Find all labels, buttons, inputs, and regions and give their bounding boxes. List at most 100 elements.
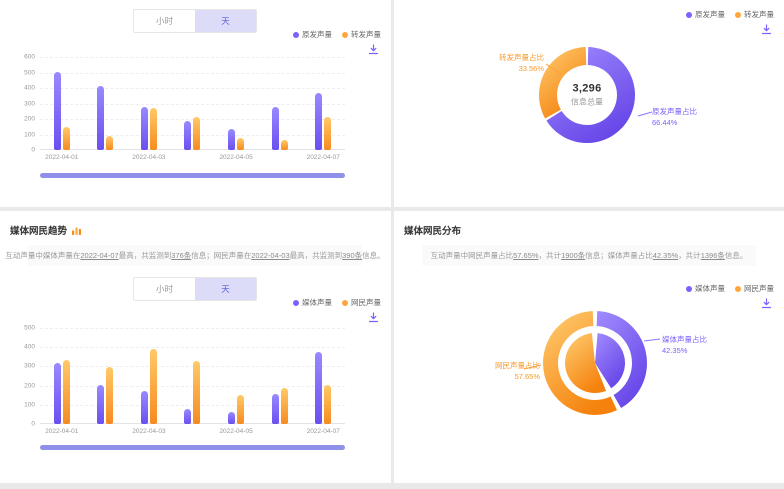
callout-title: 转发声量占比	[499, 53, 544, 62]
legend-dot-orange-icon	[342, 31, 348, 38]
donut-outer-media[interactable]	[596, 311, 647, 409]
label-leader-line	[643, 338, 661, 342]
bar-group	[171, 57, 215, 150]
bar-0[interactable]	[315, 93, 323, 150]
bar-group	[40, 328, 84, 424]
summary-text: 信息；媒体声量占比	[585, 251, 653, 260]
toggle-day-button[interactable]: 天	[195, 278, 256, 300]
bar-1[interactable]	[280, 388, 288, 424]
bar-0[interactable]	[315, 352, 323, 424]
legend-item-netizen[interactable]: 网民声量	[735, 283, 774, 294]
granularity-toggle: 小时 天	[133, 277, 257, 301]
bar-0[interactable]	[97, 86, 105, 150]
toggle-hour-button[interactable]: 小时	[134, 10, 195, 32]
bar-0[interactable]	[271, 394, 279, 424]
bar-1[interactable]	[106, 367, 114, 424]
chart-legend: 媒体声量 网民声量	[293, 297, 381, 308]
summary-text: 信息。	[362, 251, 385, 260]
download-icon[interactable]	[368, 312, 379, 323]
total-volume-value: 3,296	[572, 82, 602, 95]
bar-0[interactable]	[53, 362, 61, 424]
donut-inner-media[interactable]	[595, 333, 625, 389]
bar-1[interactable]	[193, 360, 201, 424]
legend-label: 媒体声量	[302, 298, 332, 307]
legend-label: 网民声量	[744, 284, 774, 293]
bar-group	[84, 57, 128, 150]
chart-legend: 原发声量 转发声量	[293, 29, 381, 40]
x-axis-label: 2022-04-07	[306, 154, 340, 161]
gridline	[40, 385, 345, 387]
bar-1[interactable]	[193, 116, 201, 150]
bar-1[interactable]	[62, 359, 70, 424]
bar-0[interactable]	[271, 107, 279, 150]
bar-0[interactable]	[184, 408, 192, 424]
callout-title: 原发声量占比	[652, 107, 697, 116]
legend-label: 原发声量	[695, 10, 725, 19]
bar-1[interactable]	[280, 139, 288, 150]
bar-1[interactable]	[106, 136, 114, 150]
bar-1[interactable]	[237, 395, 245, 424]
panel-title-text: 媒体网民趋势	[10, 226, 68, 237]
x-axis-label: 2022-04-03	[132, 154, 166, 161]
legend-item-repost[interactable]: 转发声量	[735, 9, 774, 20]
donut-callout-origin: 原发声量占比 66.44%	[652, 106, 722, 128]
bar-0[interactable]	[228, 412, 236, 424]
origin-donut-chart	[539, 47, 653, 143]
legend-item-repost[interactable]: 转发声量	[342, 29, 381, 40]
summary-text: 信息；网民声量在	[191, 251, 252, 260]
bar-0[interactable]	[228, 129, 236, 150]
chart-horizontal-scrollbar[interactable]	[40, 173, 345, 178]
legend-item-media[interactable]: 媒体声量	[293, 297, 332, 308]
bar-group	[214, 57, 258, 150]
bar-group	[40, 57, 84, 150]
chart-horizontal-scrollbar[interactable]	[40, 445, 345, 450]
bar-1[interactable]	[149, 349, 157, 424]
toggle-hour-button[interactable]: 小时	[134, 278, 195, 300]
legend-item-netizen[interactable]: 网民声量	[342, 297, 381, 308]
gridline	[40, 88, 345, 89]
bar-1[interactable]	[237, 137, 245, 150]
bar-1[interactable]	[324, 384, 332, 424]
y-axis-tick: 0	[31, 420, 35, 428]
legend-item-media[interactable]: 媒体声量	[686, 283, 725, 294]
legend-dot-purple-icon	[686, 285, 692, 292]
donut-slice-origin[interactable]	[546, 47, 635, 143]
download-icon[interactable]	[761, 298, 772, 309]
x-axis-line	[40, 149, 345, 150]
callout-value: 57.65%	[514, 372, 540, 381]
legend-item-origin[interactable]: 原发声量	[686, 9, 725, 20]
bar-0[interactable]	[184, 120, 192, 150]
y-axis-tick: 400	[24, 84, 35, 92]
bar-1[interactable]	[149, 108, 157, 150]
gridline	[40, 119, 345, 120]
bar-group	[301, 328, 345, 424]
bar-0[interactable]	[140, 391, 148, 424]
bar-group	[171, 328, 215, 424]
donut-slice-repost[interactable]	[539, 47, 587, 119]
legend-label: 网民声量	[351, 298, 381, 307]
bar-group	[127, 57, 171, 150]
legend-item-origin[interactable]: 原发声量	[293, 29, 332, 40]
bar-0[interactable]	[97, 384, 105, 424]
download-icon[interactable]	[761, 24, 772, 35]
legend-label: 转发声量	[351, 30, 381, 39]
bar-group	[301, 57, 345, 150]
x-axis-label: 2022-04-01	[45, 428, 79, 435]
summary-highlight: 376条	[171, 251, 192, 260]
callout-title: 网民声量占比	[495, 361, 540, 370]
donut-inner-netizen[interactable]	[565, 333, 607, 393]
y-axis-tick: 200	[24, 115, 35, 123]
bar-group	[258, 57, 302, 150]
bar-1[interactable]	[62, 126, 70, 150]
download-icon[interactable]	[368, 44, 379, 55]
donut-outer-netizen[interactable]	[543, 311, 618, 415]
legend-dot-orange-icon	[735, 11, 741, 18]
toggle-day-button[interactable]: 天	[195, 10, 256, 32]
panel-media-netizen-trend: 媒体网民趋势 互动声量中媒体声量在 2022-04-07 最高，共监测到 376条 信息…	[0, 211, 391, 483]
y-axis-tick: 200	[24, 382, 35, 390]
y-axis-tick: 500	[24, 69, 35, 76]
x-axis-label: 2022-04-01	[45, 154, 79, 161]
bar-0[interactable]	[140, 106, 148, 150]
bar-1[interactable]	[324, 116, 332, 150]
bar-0[interactable]	[53, 71, 61, 150]
